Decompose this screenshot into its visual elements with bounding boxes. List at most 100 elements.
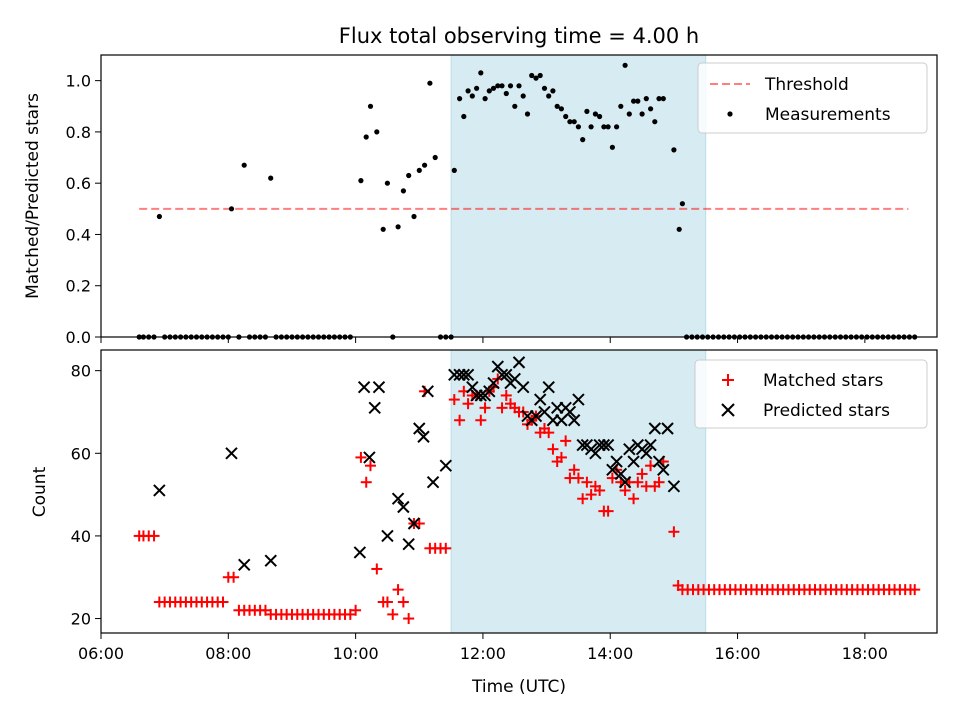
matched-star-point [500,389,512,401]
matched-star-point [632,476,644,488]
bottom-x-ticks: 06:00 08:00 10:00 12:00 14:00 16:00 18:00 [78,633,888,663]
matched-star-point [462,398,474,410]
bottom-x-tick-label: 10:00 [333,644,379,663]
measurement-point [512,103,518,109]
bottom-legend: Matched stars Predicted stars [694,359,928,429]
measurement-point [537,72,543,79]
predicted-star-point [500,368,513,381]
measurement-point [457,96,463,102]
matched-star-point [496,402,508,414]
predicted-star-point [606,463,619,477]
top-y-axis-label: Matched/Predicted stars [23,93,43,299]
measurement-point [374,129,380,135]
legend-matched-swatch [722,374,734,386]
top-legend: Threshold Measurements [697,62,928,134]
top-x-ticks [100,337,866,343]
measurement-point [588,124,594,130]
predicted-star-point [667,480,681,493]
matched-star-point [619,484,631,496]
measurement-point [550,88,556,94]
predicted-star-point [657,463,670,477]
predicted-stars-points [153,356,681,572]
matched-star-point [560,435,572,447]
predicted-star-point [483,385,496,398]
measurement-point [601,124,607,130]
measurement-point [156,213,162,220]
measurement-point [416,167,422,173]
measurement-point [671,147,677,153]
bottom-x-tick-label: 14:00 [587,644,633,663]
matched-star-point [909,584,921,596]
predicted-star-point [407,517,421,530]
measurement-point [618,103,624,109]
predicted-star-point [517,380,530,394]
measurement-point [567,119,573,125]
measurement-point [469,93,475,99]
bottom-y-tick-label: 60 [71,444,91,463]
measurement-point [656,96,662,102]
measurement-point [643,96,649,102]
matched-star-point [585,489,597,501]
measurement-point [605,124,611,130]
predicted-star-point [648,422,662,435]
measurement-point [490,85,497,91]
predicted-star-point [627,455,640,468]
predicted-star-point [652,455,666,468]
top-plot-frame [100,54,938,338]
measurement-point [503,90,509,97]
bottom-x-tick-label: 16:00 [714,644,760,663]
matched-star-point [350,604,362,616]
bottom-y-ticks: 20 40 60 80 [71,362,101,629]
matched-star-point [577,493,589,505]
measurement-point [380,226,386,232]
predicted-star-point [542,380,555,394]
matched-star-point [228,571,240,583]
legend-measurements-label: Measurements [765,105,891,125]
measurement-point [635,98,641,104]
measurement-point [395,224,401,230]
matched-star-point [440,542,452,554]
predicted-star-point [534,393,547,406]
legend-matched-label: Matched stars [763,371,883,391]
measurement-point [554,103,560,109]
matched-star-point [381,596,393,608]
measurement-point [465,88,471,94]
predicted-star-point [661,422,674,435]
matched-star-point [653,476,665,488]
measurement-point [575,124,582,130]
measurement-point [411,213,417,220]
chart-title: Flux total observing time = 4.00 h [339,24,699,48]
measurement-point [432,154,438,161]
matched-star-point [360,476,372,488]
measurement-point [520,93,526,99]
measurement-point [626,111,632,117]
matched-star-point [392,584,404,596]
matched-star-point [397,596,409,608]
predicted-star-point [644,438,657,452]
top-y-tick-label: 1.0 [66,72,91,91]
matched-star-point [581,476,593,488]
bottom-y-tick-label: 40 [71,527,91,546]
predicted-star-point [563,405,577,419]
measurement-point [400,188,406,194]
predicted-star-point [610,455,623,468]
matched-star-point [555,451,567,463]
measurement-point [367,103,374,109]
measurement-point [268,175,274,181]
predicted-star-point [623,442,636,456]
predicted-star-point [381,529,394,543]
matched-star-point [475,414,487,426]
predicted-star-point [426,475,440,489]
measurement-point [507,83,514,89]
measurement-point [451,167,457,173]
bottom-x-tick-label: 08:00 [205,644,251,663]
measurement-point [241,162,247,168]
measurement-point [660,96,666,102]
top-legend-box [697,62,928,134]
top-highlight-span [450,54,707,338]
predicted-star-point [529,409,543,423]
predicted-star-point [397,500,410,514]
predicted-star-point [368,401,381,415]
matched-star-point [568,464,580,476]
